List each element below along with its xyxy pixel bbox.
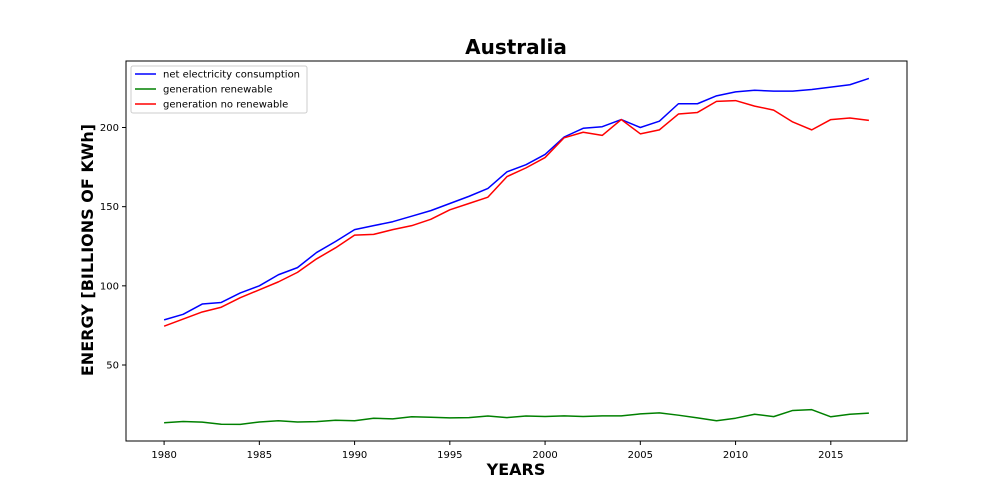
y-tick-label: 50 bbox=[106, 361, 119, 372]
series-line-2 bbox=[164, 408, 869, 426]
series-line-1 bbox=[163, 77, 870, 321]
plot-area: 1980 1985 1990 1995 2000 2005 2010 2015 50 100 150… bbox=[100, 77, 870, 461]
x-tick-label: 1985 bbox=[247, 450, 272, 461]
x-tick-label: 1980 bbox=[151, 450, 176, 461]
x-tick-label: 2015 bbox=[818, 450, 843, 461]
x-tick-label: 2010 bbox=[723, 450, 748, 461]
legend-box bbox=[130, 65, 308, 114]
x-tick-label: 2000 bbox=[532, 450, 557, 461]
x-tick-label: 2005 bbox=[628, 450, 653, 461]
x-axis-title: YEARS bbox=[486, 460, 546, 479]
series-line-3 bbox=[163, 99, 869, 327]
x-tick-label: 1995 bbox=[437, 450, 462, 461]
y-tick-label: 150 bbox=[100, 202, 119, 213]
legend-label-2: generation renewable bbox=[163, 85, 273, 96]
legend: net electricity consumption generation re… bbox=[130, 65, 308, 114]
legend-label-3: generation no renewable bbox=[163, 100, 288, 111]
y-axis-title: ENERGY [BILLIONS OF KWh] bbox=[78, 124, 97, 376]
chart-title: Australia bbox=[465, 35, 567, 59]
legend-label-1: net electricity consumption bbox=[163, 70, 300, 81]
x-tick-label: 1990 bbox=[342, 450, 367, 461]
y-tick-label: 100 bbox=[100, 281, 119, 292]
plot-frame bbox=[125, 60, 908, 442]
y-tick-label: 200 bbox=[100, 123, 119, 134]
